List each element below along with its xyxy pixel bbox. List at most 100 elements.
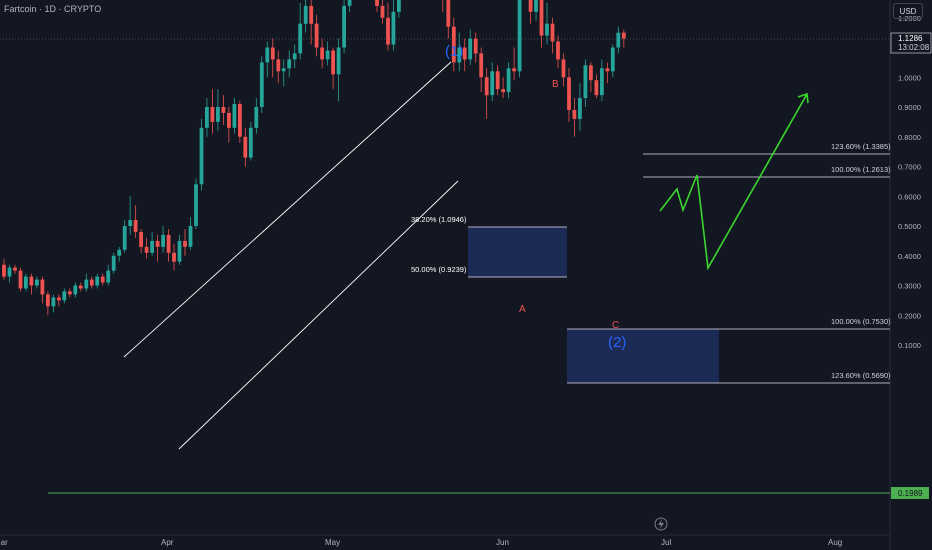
candle-body <box>35 279 39 286</box>
y-tick-label: 0.7000 <box>898 163 921 172</box>
projection-arrow-head <box>797 92 809 104</box>
candle-body <box>616 32 621 48</box>
candle-body <box>243 136 248 158</box>
candle-body <box>468 38 473 60</box>
candle-body <box>78 285 83 289</box>
candle-body <box>238 104 242 137</box>
candle-body <box>29 276 34 286</box>
candle-body <box>605 68 610 72</box>
currency-button[interactable]: USD <box>893 3 923 19</box>
y-tick-label: 0.6000 <box>898 192 921 201</box>
candle-body <box>347 0 352 6</box>
y-tick-label: 1.0000 <box>898 73 921 82</box>
candle-body <box>73 285 78 295</box>
candle-body <box>484 77 489 96</box>
candle-body <box>375 0 379 6</box>
candle-body <box>528 0 533 12</box>
candle-body <box>155 240 160 247</box>
candle-body <box>309 5 314 24</box>
wave-c-label: C <box>612 320 619 331</box>
candle-body <box>265 47 270 63</box>
candle-body <box>495 71 500 90</box>
candle-body <box>150 240 154 253</box>
candle-body <box>561 59 566 78</box>
candle-body <box>67 291 72 295</box>
candle-body <box>205 107 209 128</box>
candle-body <box>578 98 582 119</box>
candle-body <box>292 53 297 60</box>
candle-body <box>572 110 577 119</box>
candle-body <box>336 47 341 75</box>
candle-body <box>139 232 143 247</box>
candle-body <box>172 252 176 262</box>
candle-body <box>259 62 264 107</box>
candle-body <box>303 5 308 24</box>
candle-body <box>457 47 462 63</box>
wave-2-label: (2) <box>608 334 626 351</box>
candle-body <box>188 226 193 247</box>
candle-body <box>227 112 231 128</box>
candle-body <box>117 249 122 256</box>
candle-body <box>386 17 390 45</box>
candle-body <box>100 276 105 283</box>
target-zone[interactable] <box>567 329 719 383</box>
candle-body <box>610 47 615 72</box>
candle-body <box>210 107 215 122</box>
x-tick-may: May <box>325 538 340 547</box>
candle-body <box>397 0 401 12</box>
candle-body <box>621 32 626 39</box>
x-tick-mar: Mar <box>0 538 8 547</box>
candle-body <box>161 234 165 247</box>
candle-body <box>446 0 451 27</box>
candle-body <box>589 65 593 81</box>
candle-body <box>62 291 67 301</box>
y-tick-label: 0.2000 <box>898 311 921 320</box>
candle-body <box>221 107 226 113</box>
target-123-label: 123.60% (0.5690) <box>831 371 891 380</box>
candle-body <box>13 267 17 271</box>
support-price-label: 0.1989 <box>898 489 923 498</box>
candle-body <box>95 276 100 286</box>
y-tick-label: 0.8000 <box>898 133 921 142</box>
fib-retracement-zone[interactable] <box>468 227 567 277</box>
candle-body <box>232 104 237 128</box>
candle-body <box>567 77 571 110</box>
x-tick-apr: Apr <box>161 538 174 547</box>
channel-lower-line[interactable] <box>178 180 459 450</box>
candle-body <box>133 220 138 232</box>
candle-body <box>276 59 281 72</box>
candle-body <box>462 47 467 60</box>
ext-123-label: 123.60% (1.3385) <box>831 142 891 151</box>
candle-body <box>106 270 111 283</box>
candle-body <box>248 127 253 158</box>
candle-body <box>122 226 127 250</box>
candle-body <box>539 0 544 36</box>
symbol-title[interactable]: Fartcoin · 1D · CRYPTO <box>4 4 102 14</box>
candle-body <box>534 0 538 12</box>
candle-body <box>583 65 588 98</box>
candle-series <box>2 0 626 316</box>
candle-body <box>194 184 198 226</box>
candle-body <box>51 297 56 307</box>
y-tick-label: 0.5000 <box>898 222 921 231</box>
countdown-label: 13:02:08 <box>898 43 930 52</box>
candle-body <box>473 38 478 54</box>
candle-body <box>7 267 12 277</box>
candle-body <box>287 59 292 69</box>
fib-50-label: 50.00% (0.9239) <box>411 265 467 274</box>
ext-100-label: 100.00% (1.2613) <box>831 165 891 174</box>
candle-body <box>556 41 560 60</box>
candle-body <box>111 255 116 271</box>
lightning-icon[interactable] <box>654 517 668 531</box>
y-tick-label: 0.3000 <box>898 282 921 291</box>
current-price-badge: 1.1286 13:02:08 <box>890 32 932 54</box>
channel-upper-line[interactable] <box>123 61 452 358</box>
time-axis[interactable]: Mar Apr May Jun Jul Aug <box>0 538 842 547</box>
candle-body <box>325 50 330 60</box>
candle-body <box>199 127 204 185</box>
y-tick-label: 0.4000 <box>898 252 921 261</box>
candle-body <box>600 68 604 96</box>
candle-body <box>501 89 505 93</box>
